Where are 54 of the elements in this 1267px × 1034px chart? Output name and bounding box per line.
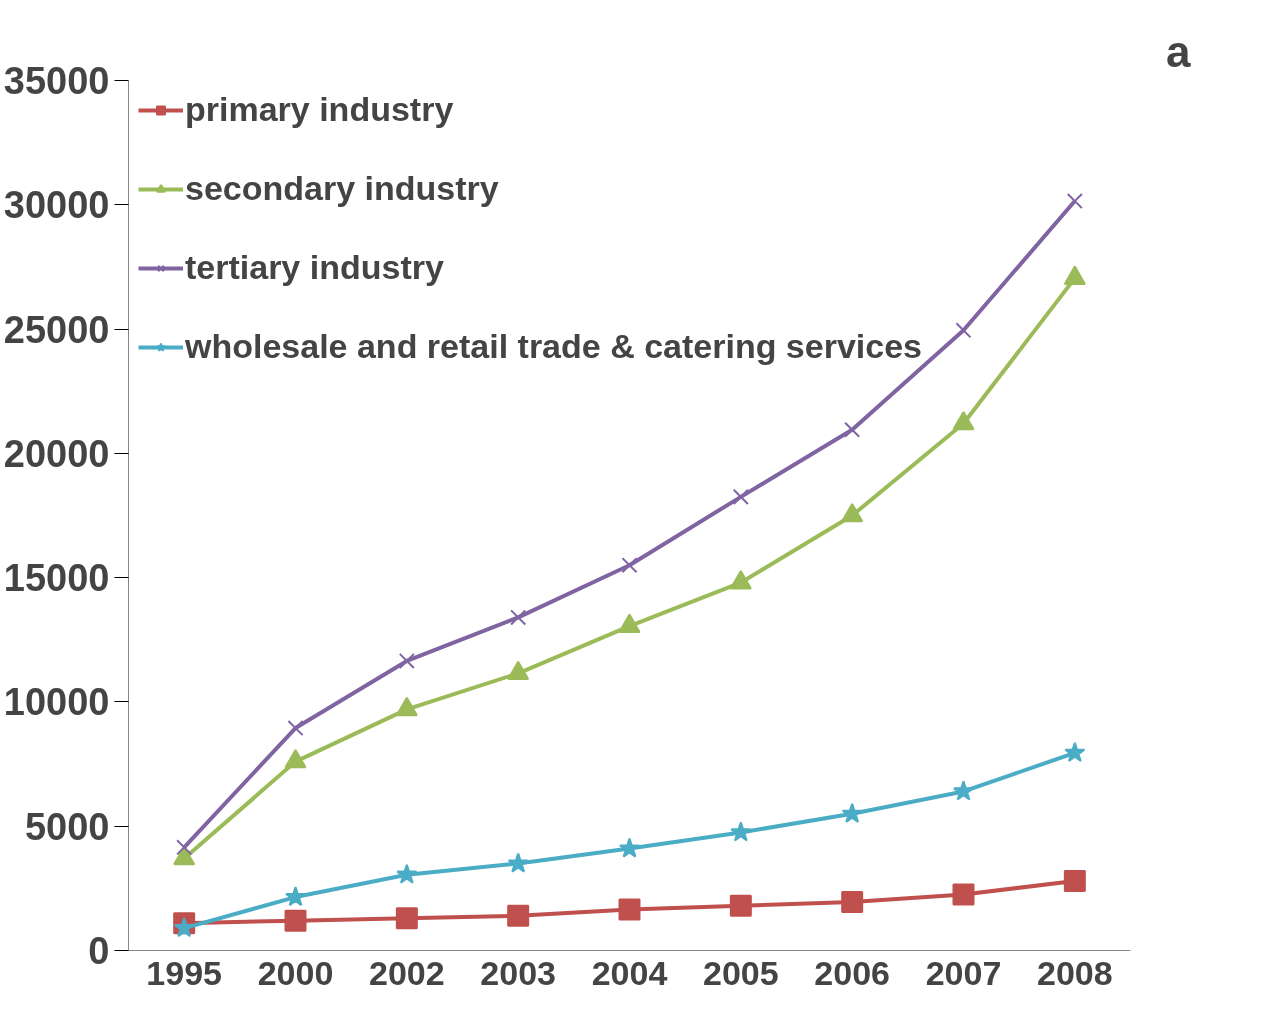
y-tick-label: 30000 bbox=[3, 184, 110, 227]
point bbox=[507, 852, 529, 873]
point bbox=[729, 894, 752, 917]
y-tick-label: 0 bbox=[88, 930, 110, 972]
y-tick-label: 25000 bbox=[3, 308, 110, 351]
x-tick-label: 2002 bbox=[369, 953, 445, 992]
y-tick-label: 15000 bbox=[3, 557, 110, 600]
x-tick-label: 2003 bbox=[480, 953, 556, 992]
x-tick-label: 2000 bbox=[257, 953, 334, 992]
point bbox=[952, 883, 975, 906]
y-tick-label: 35000 bbox=[3, 60, 110, 102]
point bbox=[510, 609, 527, 626]
point bbox=[841, 802, 863, 823]
point bbox=[844, 421, 861, 438]
text: a bbox=[1166, 26, 1192, 76]
point bbox=[729, 570, 752, 590]
y-tick-label: 20000 bbox=[3, 432, 110, 475]
point bbox=[952, 410, 975, 431]
point bbox=[284, 749, 307, 769]
x-tick-label: 2008 bbox=[1037, 953, 1113, 992]
y-tick-label: 10000 bbox=[3, 681, 110, 724]
point bbox=[287, 719, 304, 737]
point bbox=[952, 780, 975, 801]
y-tick-label: 5000 bbox=[24, 805, 110, 848]
point bbox=[618, 898, 641, 921]
point bbox=[618, 613, 641, 633]
x-tick-label: 2007 bbox=[925, 953, 1002, 992]
point bbox=[395, 907, 418, 930]
point bbox=[1064, 741, 1086, 762]
point bbox=[507, 904, 530, 927]
point bbox=[621, 557, 638, 574]
point bbox=[284, 886, 307, 907]
x-tick-label: 1995 bbox=[146, 953, 222, 992]
point bbox=[841, 891, 864, 914]
point bbox=[284, 909, 307, 932]
x-tick-label: 2005 bbox=[703, 953, 779, 992]
legend-label: tertiary industry bbox=[185, 248, 444, 287]
point bbox=[173, 917, 195, 938]
legend-label: secondary industry bbox=[185, 169, 499, 208]
point bbox=[730, 821, 752, 842]
point bbox=[507, 660, 530, 681]
point bbox=[395, 696, 418, 717]
legend-label: primary industry bbox=[185, 90, 454, 129]
point bbox=[396, 863, 418, 884]
point bbox=[1063, 869, 1086, 892]
point bbox=[176, 839, 193, 856]
point bbox=[1063, 265, 1086, 285]
point bbox=[398, 652, 415, 669]
point bbox=[841, 502, 864, 523]
x-tick-label: 2004 bbox=[591, 953, 668, 992]
x-tick-label: 2006 bbox=[814, 953, 890, 992]
point bbox=[732, 488, 749, 505]
point bbox=[618, 837, 641, 858]
legend-label: wholesale and retail trade & catering services bbox=[185, 327, 922, 366]
